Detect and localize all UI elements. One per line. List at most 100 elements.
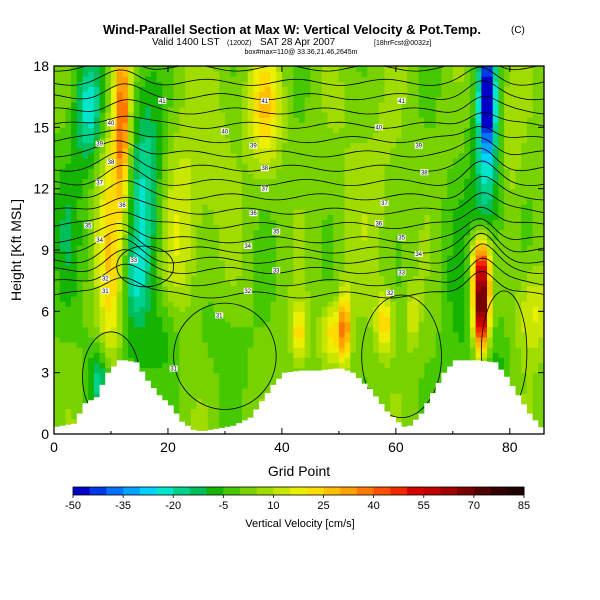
velocity-cell xyxy=(293,326,300,333)
velocity-cell xyxy=(276,311,283,318)
velocity-cell xyxy=(333,91,340,98)
velocity-cell xyxy=(150,163,158,169)
velocity-cell xyxy=(355,158,363,164)
velocity-cell xyxy=(122,239,129,246)
velocity-cell xyxy=(344,352,351,358)
velocity-cell xyxy=(65,137,72,144)
velocity-cell xyxy=(207,260,215,266)
velocity-cell xyxy=(378,265,386,272)
velocity-cell xyxy=(236,137,243,144)
velocity-cell xyxy=(110,173,118,180)
velocity-cell xyxy=(378,239,386,246)
velocity-cell xyxy=(202,388,209,394)
velocity-cell xyxy=(373,234,380,241)
velocity-cell xyxy=(156,112,163,118)
velocity-cell xyxy=(293,81,300,88)
velocity-cell xyxy=(93,362,101,369)
velocity-cell xyxy=(156,239,163,246)
velocity-cell xyxy=(173,117,180,123)
velocity-cell xyxy=(88,285,95,292)
velocity-cell xyxy=(202,301,209,307)
velocity-cell xyxy=(430,336,437,343)
velocity-cell xyxy=(202,173,209,180)
velocity-cell xyxy=(430,306,437,312)
velocity-cell xyxy=(270,342,277,348)
velocity-cell xyxy=(224,112,232,118)
velocity-cell xyxy=(287,239,294,246)
velocity-cell xyxy=(412,388,420,394)
velocity-cell xyxy=(224,372,232,379)
velocity-cell xyxy=(185,377,192,384)
velocity-cell xyxy=(167,117,175,123)
velocity-cell xyxy=(110,347,118,353)
velocity-cell xyxy=(418,377,425,384)
velocity-cell xyxy=(133,321,141,328)
velocity-cell xyxy=(270,255,277,261)
velocity-cell xyxy=(316,101,323,108)
velocity-cell xyxy=(259,71,266,77)
velocity-cell xyxy=(373,76,380,82)
velocity-cell xyxy=(93,382,101,389)
velocity-cell xyxy=(253,382,260,389)
velocity-cell xyxy=(242,81,249,88)
velocity-cell xyxy=(82,290,89,297)
velocity-cell xyxy=(264,285,272,292)
velocity-cell xyxy=(373,296,380,302)
velocity-cell xyxy=(162,357,169,364)
velocity-cell xyxy=(412,117,420,123)
velocity-cell xyxy=(133,296,141,302)
velocity-cell xyxy=(270,193,277,200)
velocity-cell xyxy=(213,224,220,231)
velocity-cell xyxy=(207,275,215,282)
velocity-cell xyxy=(219,377,226,384)
velocity-cell xyxy=(139,188,146,195)
velocity-cell xyxy=(71,173,78,180)
velocity-cell xyxy=(167,214,175,220)
velocity-cell xyxy=(321,163,329,169)
velocity-cell xyxy=(65,219,72,226)
velocity-cell xyxy=(430,183,437,190)
velocity-cell xyxy=(236,178,243,185)
velocity-cell xyxy=(110,326,118,333)
velocity-cell xyxy=(424,244,431,251)
velocity-cell xyxy=(390,91,397,98)
velocity-cell xyxy=(390,250,397,256)
velocity-cell xyxy=(333,137,340,144)
velocity-cell xyxy=(99,127,106,134)
velocity-cell xyxy=(105,321,112,328)
velocity-cell xyxy=(128,250,135,256)
velocity-cell xyxy=(88,204,95,210)
velocity-cell xyxy=(65,255,72,261)
velocity-cell xyxy=(207,234,215,241)
velocity-cell xyxy=(253,106,260,113)
velocity-cell xyxy=(122,311,129,318)
velocity-cell xyxy=(390,270,397,277)
velocity-cell xyxy=(259,290,266,297)
velocity-cell xyxy=(304,306,311,312)
velocity-cell xyxy=(162,301,169,307)
velocity-cell xyxy=(384,372,391,379)
velocity-cell xyxy=(173,219,180,226)
velocity-cell xyxy=(128,219,135,226)
velocity-cell xyxy=(435,336,443,343)
velocity-cell xyxy=(316,188,323,195)
velocity-cell xyxy=(441,342,448,348)
velocity-cell xyxy=(99,362,106,369)
velocity-cell xyxy=(412,127,420,134)
velocity-cell xyxy=(367,81,374,88)
velocity-cell xyxy=(59,398,66,404)
velocity-cell xyxy=(93,290,101,297)
velocity-cell xyxy=(156,132,163,139)
velocity-cell xyxy=(116,326,123,333)
velocity-cell xyxy=(219,224,226,231)
velocity-cell xyxy=(333,224,340,231)
velocity-cell xyxy=(401,413,408,420)
velocity-cell xyxy=(338,178,346,185)
velocity-cell xyxy=(276,336,283,343)
velocity-cell xyxy=(139,347,146,353)
velocity-cell xyxy=(281,250,289,256)
velocity-cell xyxy=(190,362,198,369)
velocity-cell xyxy=(338,81,346,88)
velocity-cell xyxy=(350,183,357,190)
velocity-cell xyxy=(430,158,437,164)
